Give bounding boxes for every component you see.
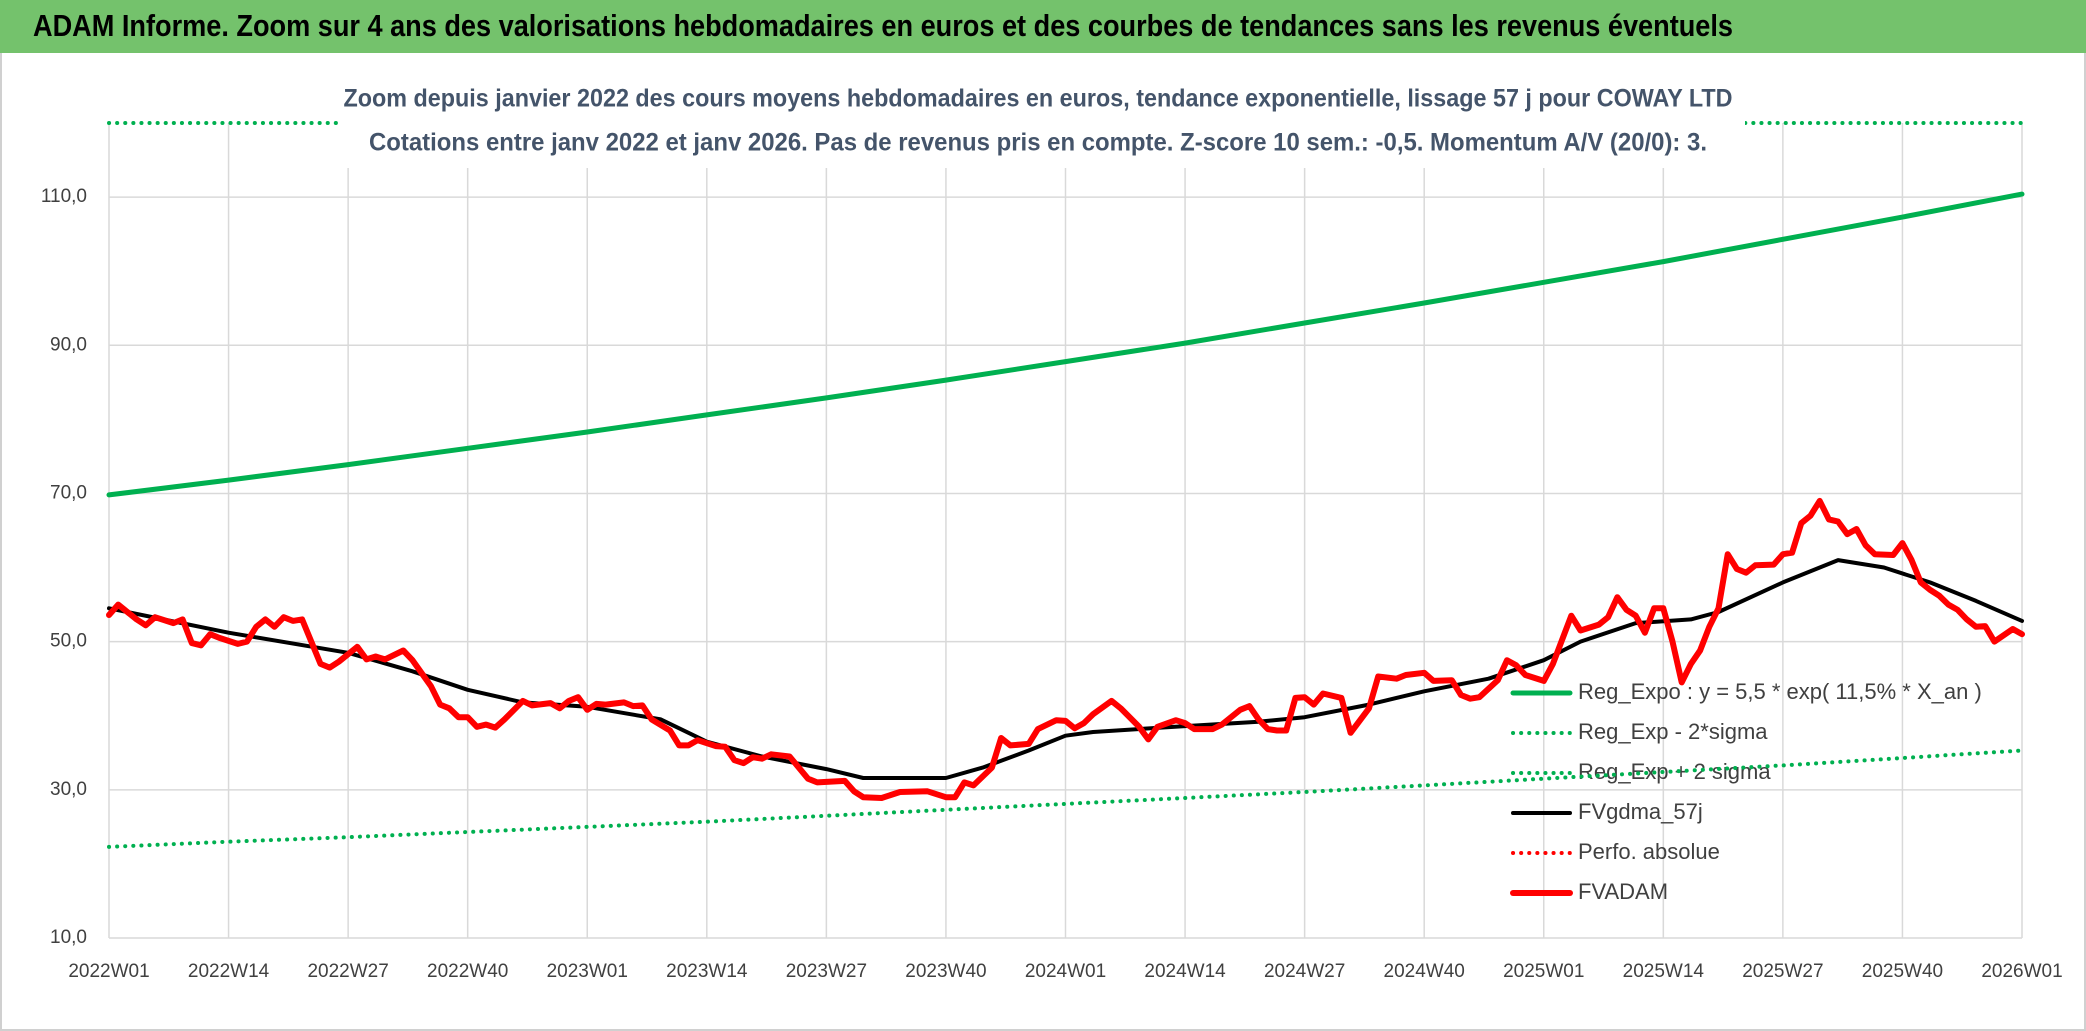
subtitle-background	[340, 78, 1745, 168]
x-tick-label: 2023W27	[786, 961, 867, 982]
x-tick-label: 2025W14	[1623, 961, 1705, 982]
x-tick-label: 2025W01	[1503, 961, 1584, 982]
x-tick-label: 2023W14	[666, 961, 748, 982]
series-line	[106, 191, 2025, 498]
legend-label: Perfo. absolue	[1578, 839, 1720, 864]
x-tick-label: 2024W27	[1264, 961, 1345, 982]
y-tick-label: 90,0	[50, 334, 87, 355]
x-tick-label: 2022W01	[68, 961, 149, 982]
legend-label: Reg_Exp + 2 sigma	[1578, 759, 1771, 784]
x-tick-label: 2026W01	[1981, 961, 2062, 982]
x-tick-label: 2022W14	[188, 961, 270, 982]
chart-title: ADAM Informe. Zoom sur 4 ans des valoris…	[33, 8, 1733, 43]
title-bar	[0, 0, 2086, 53]
x-tick-label: 2025W27	[1742, 961, 1823, 982]
x-tick-label: 2025W40	[1862, 961, 1943, 982]
y-tick-label: 10,0	[50, 927, 87, 948]
subtitle: Zoom depuis janvier 2022 des cours moyen…	[340, 78, 1745, 168]
legend-label: FVgdma_57j	[1578, 799, 1703, 824]
x-tick-label: 2024W14	[1144, 961, 1226, 982]
y-tick-label: 70,0	[50, 482, 87, 503]
x-tick-label: 2024W40	[1384, 961, 1465, 982]
x-tick-label: 2024W01	[1025, 961, 1106, 982]
series-line	[106, 497, 2025, 801]
y-tick-label: 50,0	[50, 631, 87, 652]
x-tick-label: 2023W40	[905, 961, 986, 982]
x-tick-label: 2022W40	[427, 961, 508, 982]
y-tick-label: 110,0	[41, 186, 87, 207]
subtitle-line: Cotations entre janv 2022 et janv 2026. …	[369, 129, 1707, 157]
legend-label: Reg_Expo : y = 5,5 * exp( 11,5% * X_an )	[1578, 679, 1982, 704]
legend-label: Reg_Exp - 2*sigma	[1578, 719, 1768, 744]
legend: Reg_Expo : y = 5,5 * exp( 11,5% * X_an )…	[1510, 679, 1982, 904]
series-line	[107, 748, 2024, 849]
x-tick-label: 2023W01	[547, 961, 628, 982]
x-tick-label: 2022W27	[307, 961, 388, 982]
subtitle-line: Zoom depuis janvier 2022 des cours moyen…	[344, 85, 1733, 113]
legend-label: FVADAM	[1578, 879, 1668, 904]
y-tick-label: 30,0	[50, 779, 87, 800]
